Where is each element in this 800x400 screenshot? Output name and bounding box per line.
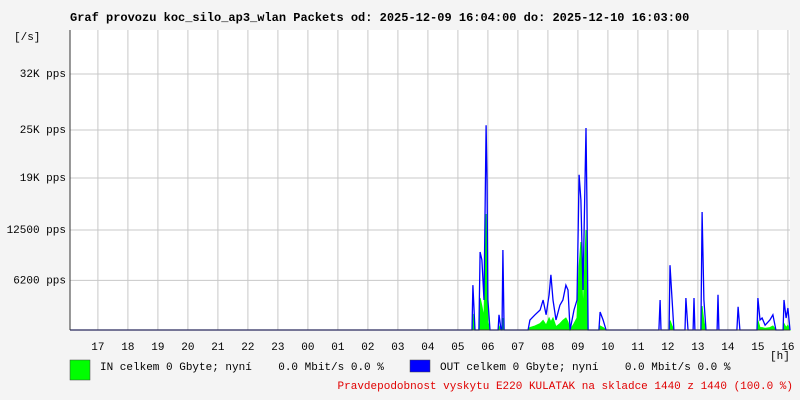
plot-area — [70, 30, 790, 330]
legend-label: OUT celkem 0 Gbyte; nyní 0.0 Mbit/s 0.0 … — [440, 362, 731, 374]
footer-note: Pravdepodobnost vyskytu E220 KULATAK na … — [338, 381, 793, 393]
x-tick-label: 14 — [721, 342, 735, 354]
x-tick-label: 02 — [361, 342, 374, 354]
x-tick-label: 20 — [181, 342, 194, 354]
x-tick-label: 06 — [481, 342, 494, 354]
x-tick-label: 05 — [451, 342, 464, 354]
legend-swatch — [409, 359, 431, 373]
x-axis-label: [h] — [770, 351, 790, 363]
y-tick-label: 12500 pps — [7, 225, 66, 237]
legend-swatch — [69, 359, 91, 381]
x-tick-label: 01 — [331, 342, 345, 354]
y-tick-label: 19K pps — [20, 173, 66, 185]
y-tick-label: 25K pps — [20, 125, 66, 137]
x-tick-label: 13 — [691, 342, 704, 354]
x-tick-label: 00 — [301, 342, 314, 354]
y-tick-label: 6200 pps — [13, 275, 66, 287]
x-tick-label: 23 — [271, 342, 284, 354]
x-tick-label: 11 — [631, 342, 645, 354]
x-tick-label: 17 — [91, 342, 104, 354]
legend-label: IN celkem 0 Gbyte; nyní 0.0 Mbit/s 0.0 % — [100, 362, 384, 374]
x-tick-label: 03 — [391, 342, 404, 354]
x-tick-label: 16 — [781, 342, 794, 354]
x-tick-label: 15 — [751, 342, 764, 354]
x-tick-label: 22 — [241, 342, 254, 354]
x-tick-label: 09 — [571, 342, 584, 354]
x-tick-label: 19 — [151, 342, 164, 354]
chart-title: Graf provozu koc_silo_ap3_wlan Packets o… — [70, 11, 689, 25]
x-tick-label: 04 — [421, 342, 435, 354]
x-tick-label: 08 — [541, 342, 554, 354]
x-tick-label: 12 — [661, 342, 674, 354]
y-tick-label: 32K pps — [20, 69, 66, 81]
x-tick-label: 18 — [121, 342, 134, 354]
x-tick-label: 10 — [601, 342, 614, 354]
x-tick-label: 21 — [211, 342, 225, 354]
y-axis-label: [/s] — [14, 32, 40, 44]
x-tick-label: 07 — [511, 342, 524, 354]
